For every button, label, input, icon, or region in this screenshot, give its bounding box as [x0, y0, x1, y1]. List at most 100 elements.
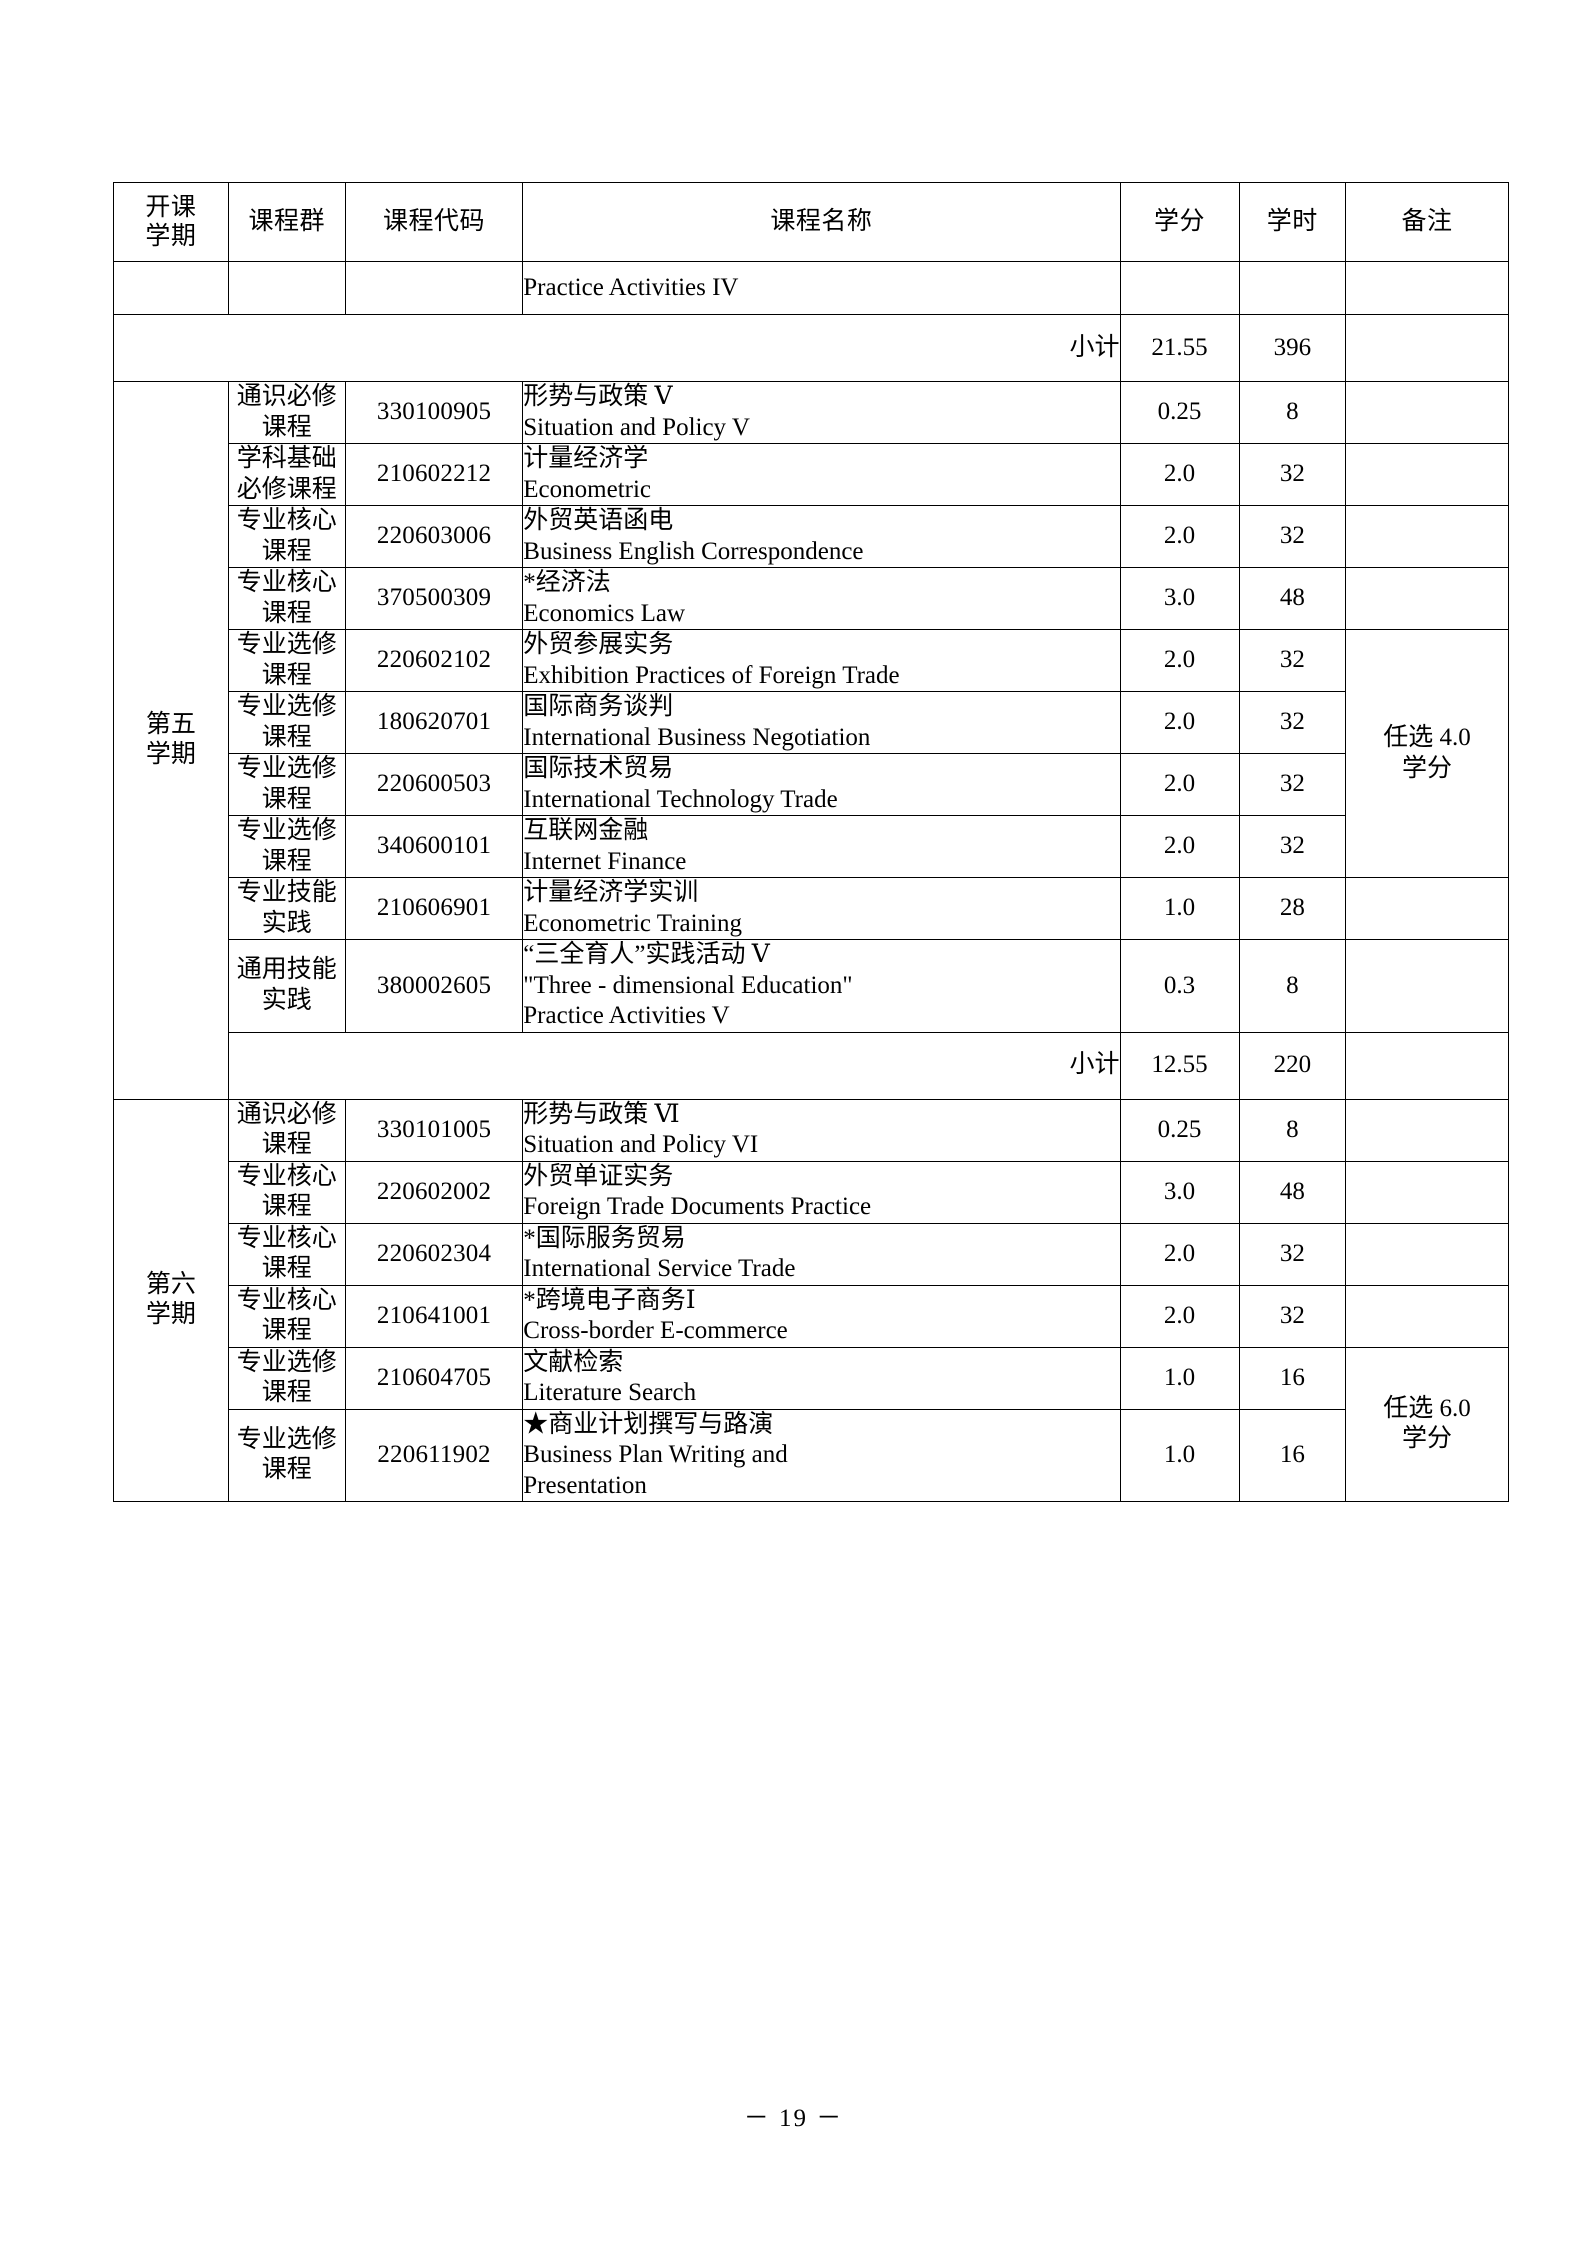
- table-row-subtotal: 小计 21.55 396: [113, 314, 1509, 382]
- course-name-line-1: 外贸参展实务: [523, 631, 674, 658]
- cell-credits: 2.0: [1119, 1284, 1240, 1348]
- course-group-line-1: 专业选修: [236, 693, 337, 720]
- cell-course-name: *国际服务贸易 International Service Trade: [522, 1222, 1121, 1286]
- course-group-line-1: 专业核心: [236, 569, 337, 596]
- course-group-line-2: 课程: [261, 661, 312, 689]
- remark-line-1: 任选 6.0: [1383, 1394, 1471, 1422]
- course-name-line-1: 互联网金融: [523, 817, 649, 844]
- header-semester-line-2: 学期: [145, 223, 197, 250]
- course-name-line-2: "Three - dimensional Education": [523, 971, 853, 999]
- table-row: 专业选修 课程 220611902 ★商业计划撰写与路演 Business Plan W…: [114, 1408, 1509, 1502]
- cell-course-group: 专业核心 课程: [227, 1284, 346, 1348]
- cell-course-code: 210602212: [344, 443, 524, 506]
- course-group-line-1: 专业选修: [236, 817, 337, 844]
- cell-semester-empty: [113, 261, 229, 315]
- cell-course-group: 通识必修 课程: [227, 381, 346, 444]
- cell-credits: 2.0: [1119, 1222, 1240, 1286]
- table-row: 专业技能 实践 210606901 计量经济学实训 Econometric Traini…: [114, 877, 1509, 940]
- cell-course-name: 外贸参展实务 Exhibition Practices of Foreign Tr…: [522, 629, 1121, 692]
- cell-credits: 3.0: [1119, 1160, 1240, 1224]
- cell-hours: 16: [1238, 1346, 1347, 1410]
- cell-remarks-empty: [1345, 1222, 1509, 1286]
- course-group-line-2: 实践: [261, 986, 312, 1014]
- subtotal-hours: 396: [1238, 314, 1347, 382]
- column-header-course-code: 课程代码: [344, 182, 524, 262]
- semester-label-line-2: 学期: [145, 741, 196, 769]
- course-name-line-2: Cross-border E-commerce: [523, 1317, 788, 1344]
- header-semester-line-1: 开课: [145, 194, 197, 221]
- table-row-continuation: Practice Activities IV: [113, 261, 1509, 315]
- remark-line-1: 任选 4.0: [1383, 724, 1471, 751]
- cell-remarks-empty: [1345, 939, 1509, 1033]
- cell-course-name: ★商业计划撰写与路演 Business Plan Writing and Prese…: [522, 1408, 1121, 1502]
- cell-hours: 28: [1238, 877, 1347, 940]
- cell-remarks-empty: [1345, 261, 1509, 315]
- course-name-line-3: Presentation: [523, 1471, 647, 1499]
- cell-course-group: 专业核心 课程: [227, 505, 346, 568]
- cell-course-name: *经济法 Economics Law: [522, 567, 1121, 630]
- cell-remarks-empty: [1345, 1160, 1509, 1224]
- cell-credits: 2.0: [1119, 691, 1240, 754]
- table-row-subtotal: 小计 12.55 220: [114, 1031, 1509, 1100]
- cell-course-group: 专业选修 课程: [227, 753, 346, 816]
- course-name-line-2: Business English Correspondence: [523, 537, 864, 565]
- cell-hours: 32: [1238, 443, 1347, 506]
- cell-credits: 2.0: [1119, 815, 1240, 878]
- table-row: 专业核心 课程 220603006 外贸英语函电 Business English Co…: [114, 505, 1509, 568]
- cell-remarks-empty: [1345, 314, 1509, 382]
- cell-course-name: 互联网金融 Internet Finance: [522, 815, 1121, 878]
- course-group-line-1: 专业核心: [236, 1162, 337, 1190]
- cell-course-name: 文献检索 Literature Search: [522, 1346, 1121, 1410]
- cell-hours: 32: [1238, 1222, 1347, 1286]
- subtotal-credits: 12.55: [1119, 1031, 1240, 1100]
- subtotal-credits: 21.55: [1119, 314, 1240, 382]
- cell-course-code: 340600101: [344, 815, 524, 878]
- course-name-line-1: *经济法: [523, 569, 611, 596]
- course-name-line-2: Econometric: [523, 475, 652, 503]
- subtotal-label: 小计: [113, 314, 1121, 382]
- cell-hours: 32: [1238, 1284, 1347, 1348]
- course-name-line-2: Situation and Policy VI: [523, 1131, 759, 1158]
- cell-course-code: 370500309: [344, 567, 524, 630]
- table-row: 专业选修 课程 220602102 外贸参展实务 Exhibition Practice…: [114, 629, 1509, 878]
- course-group-line-1: 专业选修: [236, 1348, 337, 1376]
- cell-course-code: 330101005: [344, 1098, 524, 1162]
- cell-course-group: 专业核心 课程: [227, 1222, 346, 1286]
- course-group-line-2: 课程: [261, 785, 312, 813]
- table-row: 专业选修 课程 340600101 互联网金融 Internet Finance 2.0 3…: [114, 815, 1509, 878]
- cell-semester: 第五 学期: [113, 381, 229, 1100]
- page-number: － 19 －: [743, 2105, 844, 2132]
- cell-course-name: 计量经济学实训 Econometric Training: [522, 877, 1121, 940]
- course-group-line-2: 课程: [261, 599, 312, 627]
- course-group-line-1: 专业选修: [236, 631, 337, 658]
- cell-course-group: 专业核心 课程: [227, 567, 346, 630]
- cell-remarks-empty: [1345, 877, 1509, 940]
- course-group-line-1: 专业核心: [236, 507, 337, 534]
- cell-credits: 0.25: [1119, 1098, 1240, 1162]
- column-header-credits: 学分: [1119, 182, 1240, 262]
- table-header: 开课 学期 课程群 课程代码 课程名称 学分 学时 备注: [113, 182, 1509, 262]
- cell-remarks-empty: [1345, 567, 1509, 630]
- course-group-line-2: 课程: [261, 723, 312, 751]
- cell-credits: 2.0: [1119, 753, 1240, 816]
- cell-course-code: 220602002: [344, 1160, 524, 1224]
- course-name-line-1: *跨境电子商务Ⅰ: [523, 1286, 696, 1314]
- cell-remarks-empty: [1345, 505, 1509, 568]
- cell-course-group: 学科基础 必修课程: [227, 443, 346, 506]
- semester-label-line-2: 学期: [145, 1301, 196, 1329]
- table-row: 专业核心 课程 220602002 外贸单证实务 Foreign Trade Docum…: [114, 1160, 1509, 1224]
- cell-remarks: 任选 6.0 学分: [1345, 1346, 1509, 1502]
- course-group-line-2: 课程: [261, 1317, 312, 1344]
- cell-course-code: 210606901: [344, 877, 524, 940]
- cell-course-group: 专业技能 实践: [227, 877, 346, 940]
- column-header-course-group: 课程群: [227, 182, 346, 262]
- course-group-line-1: 通识必修: [236, 383, 337, 410]
- course-group-line-1: 专业选修: [236, 755, 337, 782]
- cell-course-code: 330100905: [344, 381, 524, 444]
- cell-credits: 2.0: [1119, 505, 1240, 568]
- course-group-line-2: 必修课程: [236, 475, 337, 503]
- cell-hours: 32: [1238, 815, 1347, 878]
- cell-credits: 1.0: [1119, 1346, 1240, 1410]
- cell-course-code: 180620701: [344, 691, 524, 754]
